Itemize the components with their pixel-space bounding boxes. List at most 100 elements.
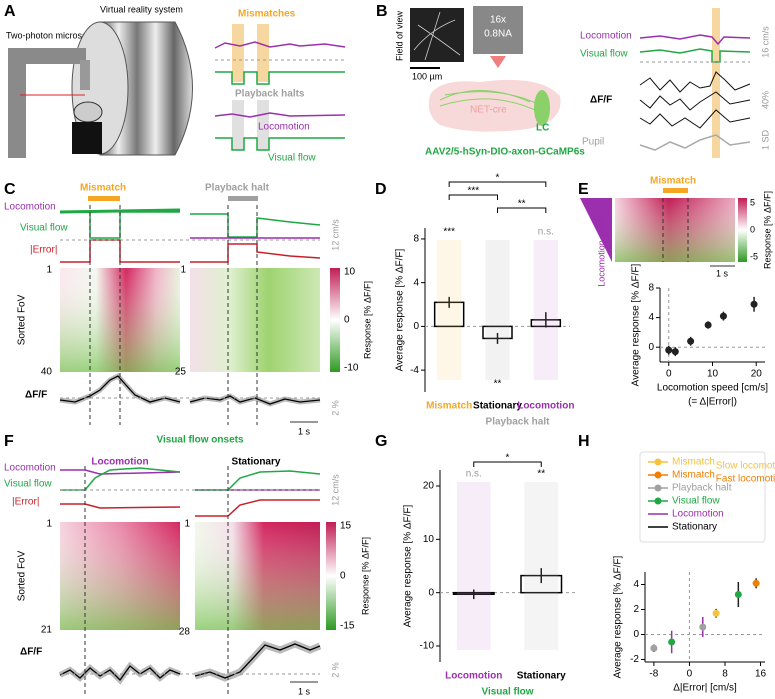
- sorted-label: Sorted FoV: [17, 294, 28, 345]
- dff-label: ΔF/F: [20, 647, 42, 658]
- x-axis-label: Locomotion speed [cm/s]: [657, 383, 768, 394]
- legend-label: Mismatch: [672, 470, 715, 481]
- y-tick-label: -4: [410, 365, 419, 376]
- objective: [473, 6, 523, 54]
- trace: [639, 91, 751, 111]
- category-label: Stationary: [517, 671, 566, 682]
- significance: ***: [443, 227, 455, 238]
- category-label: Stationary: [473, 401, 522, 412]
- panel-label: E: [578, 181, 589, 198]
- group-label: Visual flow: [481, 687, 533, 698]
- scale-label: 16 cm/s: [760, 26, 770, 58]
- mouse: [73, 101, 103, 123]
- panel-f: F Visual flow onsets Locomotion Stationa…: [4, 433, 370, 696]
- trace: [639, 134, 751, 151]
- mismatch-bar: [88, 196, 120, 201]
- y-tick-label: 4: [648, 312, 654, 323]
- y-axis-label: Average response [% ΔF/F]: [613, 555, 624, 678]
- colorbar-tick: 5: [750, 197, 755, 207]
- treadmill: [72, 122, 102, 154]
- legend-label: Locomotion: [672, 509, 724, 520]
- bracket: [448, 181, 547, 187]
- point: [750, 300, 758, 308]
- bracket-label: *: [496, 173, 500, 184]
- colorbar-tick: 10: [344, 267, 356, 278]
- colorbar-label: Response [% ΔF/F]: [362, 281, 372, 359]
- colorbar-tick: 0: [750, 224, 755, 234]
- stationary-title: Stationary: [232, 457, 281, 468]
- bracket-label: ***: [467, 186, 479, 197]
- x-tick-label: 10: [707, 369, 719, 380]
- legend-label: Mismatch: [672, 457, 715, 468]
- colorbar-tick: 0: [344, 315, 350, 326]
- panel-a: A Two-photon microscope Virtual reality …: [4, 3, 346, 164]
- trace: [215, 137, 345, 151]
- speed-wedge: [580, 198, 612, 262]
- trace: [190, 213, 321, 238]
- visual-flow-label: Visual flow: [580, 49, 628, 60]
- panel-label: D: [375, 181, 387, 198]
- error-label: |Error|: [12, 497, 39, 508]
- trace: [639, 34, 751, 46]
- panel-label: H: [578, 433, 590, 450]
- point: [650, 644, 658, 652]
- fov-label: Field of view: [394, 10, 404, 61]
- microscope-label: Two-photon microscope: [6, 30, 102, 40]
- heatmap: [190, 268, 320, 372]
- row-label: 25: [175, 367, 187, 378]
- colorbar-tick: -5: [750, 251, 758, 261]
- scale-label: 1 SD: [760, 129, 770, 150]
- mismatch-shade: [257, 24, 269, 82]
- trace: [639, 48, 751, 63]
- significance: **: [494, 379, 502, 390]
- error-label: |Error|: [30, 245, 57, 256]
- dot-band: [485, 240, 510, 380]
- beam: [490, 56, 506, 68]
- trace: [214, 112, 346, 118]
- trace-sem: [189, 393, 321, 407]
- legend-label: Visual flow: [672, 496, 720, 507]
- bracket: [448, 194, 498, 200]
- y-tick-label: 20: [423, 481, 435, 492]
- panel-label: G: [375, 433, 387, 450]
- mismatch-label: Mismatch: [80, 183, 126, 194]
- halt-shade: [232, 100, 244, 150]
- cre-label: NET-cre: [470, 105, 507, 116]
- trace: [60, 503, 181, 509]
- mismatch-bar: [663, 188, 688, 193]
- fov-axons: [413, 11, 461, 61]
- microscope-body: [8, 48, 26, 158]
- point: [712, 609, 720, 617]
- speed-label: Locomotion speed: [596, 213, 606, 287]
- y-tick-label: 0: [413, 321, 419, 332]
- vr-label: Virtual reality system: [100, 4, 183, 14]
- x-axis-label: Δ|Error| [cm/s]: [673, 683, 737, 694]
- locomotion-label: Locomotion: [580, 31, 632, 42]
- point: [704, 321, 712, 329]
- row-label: 40: [41, 367, 53, 378]
- pupil-label: Pupil: [582, 137, 604, 148]
- panel-label: C: [4, 181, 16, 198]
- y-axis-label: Average response [% ΔF/F]: [403, 504, 414, 627]
- x-axis-label: (= Δ|Error|): [688, 397, 737, 408]
- x-tick-label: 20: [751, 369, 763, 380]
- panel-label: A: [4, 3, 16, 20]
- bracket: [473, 461, 542, 467]
- x-tick-label: 0: [666, 369, 672, 380]
- colorbar-tick: -10: [344, 363, 359, 374]
- trace: [189, 395, 321, 405]
- lc-nucleus: [534, 90, 550, 126]
- panel-label: B: [376, 3, 388, 20]
- colorbar: [326, 522, 336, 630]
- point: [668, 638, 676, 646]
- y-tick-label: 0: [428, 587, 434, 598]
- legend-marker: [654, 497, 662, 505]
- significance: **: [537, 469, 545, 480]
- microscope-arm: [8, 48, 86, 64]
- significance: n.s.: [466, 469, 482, 480]
- x-tick-label: 8: [722, 669, 728, 680]
- y-tick-label: 8: [648, 283, 654, 294]
- legend-marker: [654, 458, 662, 466]
- time-label: 1 s: [298, 426, 311, 436]
